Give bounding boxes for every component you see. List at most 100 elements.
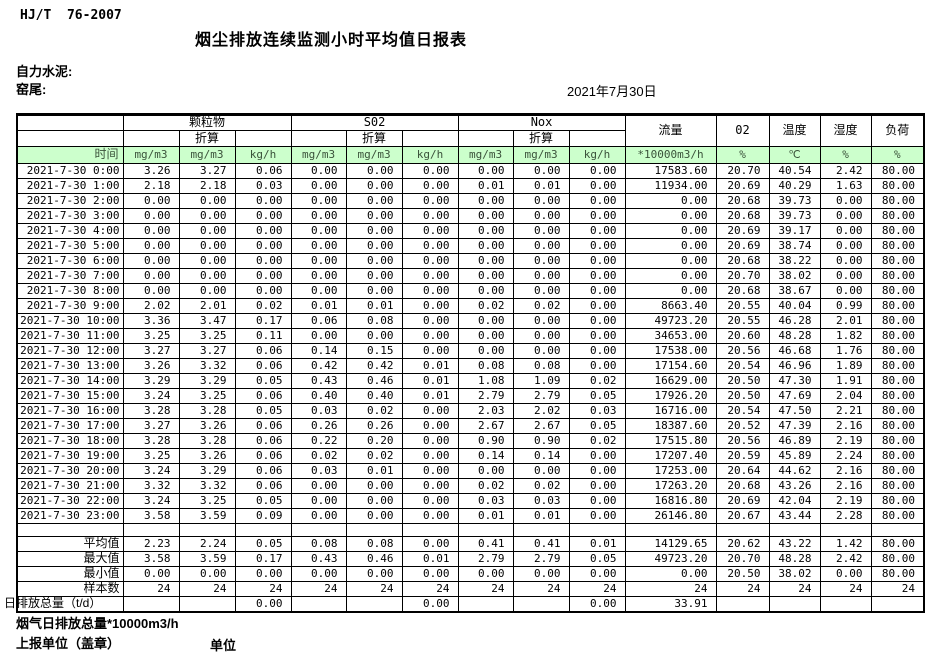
value-cell: 0.03	[512, 493, 570, 509]
time-cell: 2021-7-30 2:00	[16, 193, 124, 209]
value-cell: 16816.80	[624, 493, 717, 509]
summary-value-cell: 24	[122, 581, 180, 597]
value-cell: 0.46	[345, 373, 403, 389]
value-cell: 0.00	[401, 493, 459, 509]
value-cell: 0.00	[234, 208, 292, 224]
value-cell: 0.00	[345, 493, 403, 509]
col-temperature: 温度	[768, 114, 821, 147]
unit-cell: %	[715, 146, 770, 164]
value-cell: 0.00	[819, 223, 872, 239]
col-group-pm: 颗粒物	[122, 114, 292, 131]
value-cell: 2.18	[122, 178, 180, 194]
col-load: 负荷	[870, 114, 925, 147]
value-cell: 0.00	[401, 238, 459, 254]
value-cell: 3.27	[122, 343, 180, 359]
value-cell: 3.25	[122, 328, 180, 344]
value-cell: 0.00	[290, 223, 347, 239]
value-cell: 1.08	[457, 373, 514, 389]
summary-label: 最小值	[16, 566, 124, 582]
value-cell: 0.06	[234, 418, 292, 434]
value-cell: 0.00	[568, 208, 626, 224]
value-cell: 2.04	[819, 388, 872, 404]
value-cell: 0.00	[457, 328, 514, 344]
table-row: 2021-7-30 8:00 0.00 0.00 0.00 0.00 0.00 0.00 0.…	[16, 283, 925, 299]
value-cell: 3.29	[178, 463, 236, 479]
value-cell: 80.00	[870, 283, 925, 299]
value-cell: 0.00	[624, 283, 717, 299]
time-cell: 2021-7-30 3:00	[16, 208, 124, 224]
table-row: 2021-7-30 10:00 3.36 3.47 0.17 0.06 0.08 0.00 0…	[16, 313, 925, 329]
table-row: 2021-7-30 5:00 0.00 0.00 0.00 0.00 0.00 0.00 0.…	[16, 238, 925, 254]
value-cell: 0.00	[401, 268, 459, 284]
value-cell: 0.14	[512, 448, 570, 464]
time-cell: 2021-7-30 12:00	[16, 343, 124, 359]
time-cell: 2021-7-30 1:00	[16, 178, 124, 194]
value-cell: 0.90	[512, 433, 570, 449]
time-cell: 2021-7-30 23:00	[16, 508, 124, 524]
value-cell: 40.54	[768, 163, 821, 179]
unit-cell: mg/m3	[122, 146, 180, 164]
value-cell: 0.00	[624, 253, 717, 269]
summary-value-cell: 24	[345, 581, 403, 597]
value-cell: 3.25	[178, 493, 236, 509]
summary-value-cell: 24	[457, 581, 514, 597]
value-cell: 0.01	[345, 298, 403, 314]
value-cell: 0.05	[234, 493, 292, 509]
summary-value-cell: 0.01	[401, 551, 459, 567]
value-cell: 40.04	[768, 298, 821, 314]
value-cell: 0.00	[345, 268, 403, 284]
value-cell: 1.09	[512, 373, 570, 389]
table-row: 2021-7-30 23:00 3.58 3.59 0.09 0.00 0.00 0.00 0…	[16, 508, 925, 524]
value-cell: 45.89	[768, 448, 821, 464]
value-cell: 8663.40	[624, 298, 717, 314]
table-row: 2021-7-30 3:00 0.00 0.00 0.00 0.00 0.00 0.00 0.…	[16, 208, 925, 224]
time-header-blank	[16, 114, 124, 131]
value-cell: 0.40	[290, 388, 347, 404]
value-cell: 3.29	[178, 373, 236, 389]
value-cell: 0.00	[234, 223, 292, 239]
summary-value-cell: 24	[715, 581, 770, 597]
unit-cell: mg/m3	[290, 146, 347, 164]
value-cell: 3.58	[122, 508, 180, 524]
value-cell: 0.00	[512, 238, 570, 254]
value-cell: 80.00	[870, 343, 925, 359]
time-cell: 2021-7-30 6:00	[16, 253, 124, 269]
value-cell: 20.55	[715, 313, 770, 329]
value-cell: 47.39	[768, 418, 821, 434]
value-cell: 80.00	[870, 208, 925, 224]
flue-gas-total-label: 烟气日排放总量*10000m3/h	[16, 616, 179, 631]
value-cell: 0.00	[122, 208, 180, 224]
value-cell: 0.00	[568, 163, 626, 179]
value-cell: 0.00	[290, 478, 347, 494]
table-row: 2021-7-30 22:00 3.24 3.25 0.05 0.00 0.00 0.00 0…	[16, 493, 925, 509]
value-cell: 0.00	[568, 298, 626, 314]
value-cell: 39.73	[768, 208, 821, 224]
value-cell: 0.00	[819, 238, 872, 254]
value-cell: 0.02	[568, 433, 626, 449]
value-cell: 2.24	[819, 448, 872, 464]
value-cell: 0.00	[234, 253, 292, 269]
value-cell: 0.00	[290, 508, 347, 524]
value-cell: 38.02	[768, 268, 821, 284]
summary-row: 最小值 0.00 0.00 0.00 0.00 0.00 0.00 0.00 0.00 0.00 0…	[16, 566, 925, 582]
table-row: 2021-7-30 0:00 3.26 3.27 0.06 0.00 0.00 0.00 0.…	[16, 163, 925, 179]
value-cell: 0.06	[234, 358, 292, 374]
value-cell: 0.00	[345, 283, 403, 299]
unit-cell: mg/m3	[512, 146, 570, 164]
summary-value-cell: 24	[768, 581, 821, 597]
table-row: 2021-7-30 7:00 0.00 0.00 0.00 0.00 0.00 0.00 0.…	[16, 268, 925, 284]
time-cell: 2021-7-30 4:00	[16, 223, 124, 239]
summary-value-cell: 0.41	[512, 536, 570, 552]
summary-value-cell: 0.00	[819, 566, 872, 582]
nox-converted-header: 折算	[512, 130, 570, 147]
value-cell: 17538.00	[624, 343, 717, 359]
value-cell: 0.00	[568, 343, 626, 359]
value-cell: 3.28	[178, 403, 236, 419]
value-cell: 0.00	[290, 178, 347, 194]
summary-value-cell: 2.79	[512, 551, 570, 567]
value-cell: 80.00	[870, 193, 925, 209]
summary-row: 样本数 24 24 24 24 24 24 24 24 24 24 24 24 24 24	[16, 581, 925, 597]
value-cell: 80.00	[870, 448, 925, 464]
summary-value-cell: 2.24	[178, 536, 236, 552]
value-cell: 39.73	[768, 193, 821, 209]
